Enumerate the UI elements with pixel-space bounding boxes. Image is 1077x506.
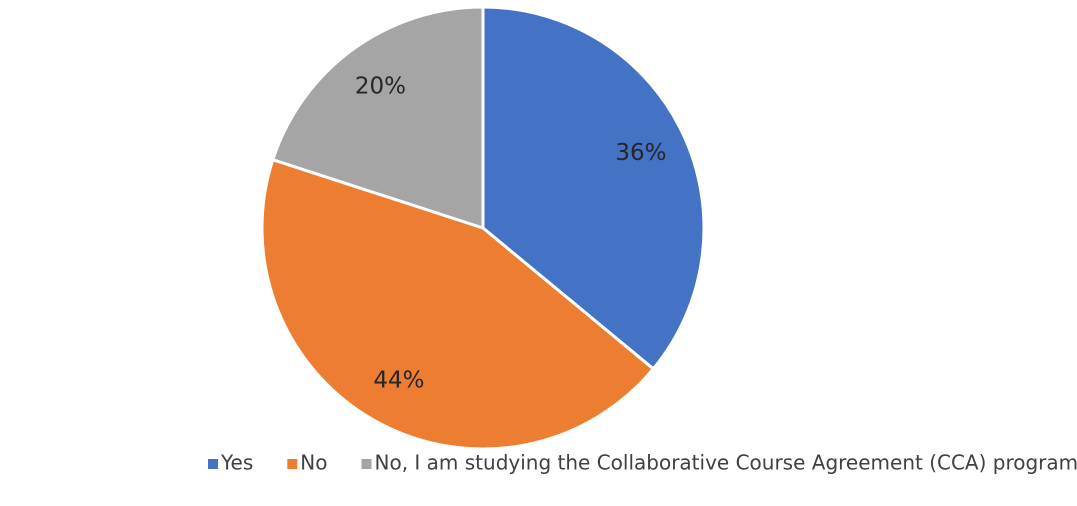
legend-swatch: [361, 459, 372, 469]
pie-slice: [271, 5, 485, 230]
legend-label: Yes: [220, 451, 253, 475]
pie-slice: [260, 158, 655, 451]
legend-label: No: [300, 451, 327, 475]
data-label: 36%: [615, 140, 666, 166]
legend-label: No, I am studying the Collaborative Cour…: [375, 451, 1077, 475]
legend-swatch: [287, 459, 298, 469]
data-label: 44%: [373, 367, 424, 393]
legend-swatch: [208, 459, 218, 469]
data-label: 20%: [355, 73, 406, 99]
pie-slice: [481, 5, 706, 371]
